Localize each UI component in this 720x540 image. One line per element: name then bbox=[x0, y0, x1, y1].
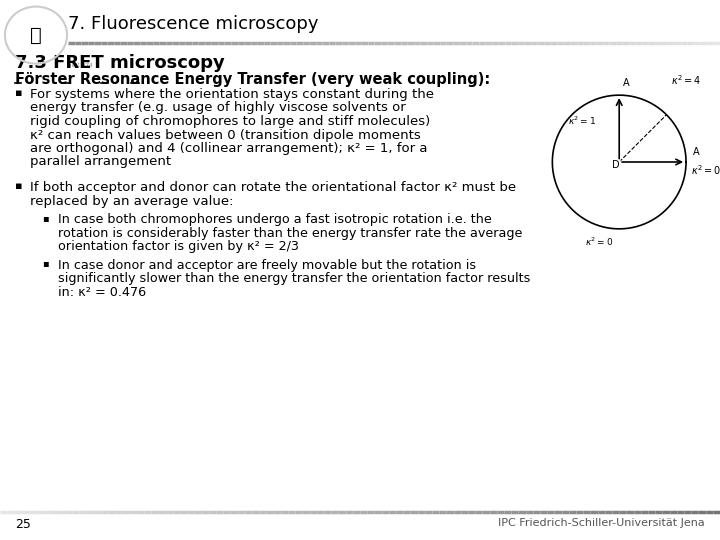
Text: ▪: ▪ bbox=[42, 259, 49, 268]
Text: In case donor and acceptor are freely movable but the rotation is: In case donor and acceptor are freely mo… bbox=[58, 259, 476, 272]
Text: orientation factor is given by κ² = 2/3: orientation factor is given by κ² = 2/3 bbox=[58, 240, 299, 253]
Text: In case both chromophores undergo a fast isotropic rotation i.e. the: In case both chromophores undergo a fast… bbox=[58, 213, 492, 226]
Text: If both acceptor and donor can rotate the orientational factor κ² must be: If both acceptor and donor can rotate th… bbox=[30, 181, 516, 194]
Text: $\kappa^2 = 4$: $\kappa^2 = 4$ bbox=[671, 73, 701, 87]
Text: significantly slower than the energy transfer the orientation factor results: significantly slower than the energy tra… bbox=[58, 272, 531, 285]
Text: A: A bbox=[623, 78, 629, 89]
Text: D: D bbox=[612, 160, 620, 170]
Text: Förster Resonance Energy Transfer (very weak coupling):: Förster Resonance Energy Transfer (very … bbox=[15, 72, 490, 87]
Text: $\kappa^2 = 0$: $\kappa^2 = 0$ bbox=[691, 164, 720, 177]
Text: 25: 25 bbox=[15, 518, 31, 531]
Text: ▪: ▪ bbox=[42, 213, 49, 223]
Text: IPC Friedrich-Schiller-Universität Jena: IPC Friedrich-Schiller-Universität Jena bbox=[498, 518, 705, 528]
Text: $\kappa^2 = 1$: $\kappa^2 = 1$ bbox=[569, 115, 596, 127]
Text: rotation is considerably faster than the energy transfer rate the average: rotation is considerably faster than the… bbox=[58, 226, 523, 240]
Text: replaced by an average value:: replaced by an average value: bbox=[30, 194, 233, 207]
Text: 7.3 FRET microscopy: 7.3 FRET microscopy bbox=[15, 54, 225, 72]
Text: 🏛: 🏛 bbox=[30, 25, 42, 45]
Text: in: κ² = 0.476: in: κ² = 0.476 bbox=[58, 286, 146, 299]
Text: rigid coupling of chromophores to large and stiff molecules): rigid coupling of chromophores to large … bbox=[30, 115, 431, 128]
Text: A: A bbox=[693, 147, 699, 157]
Text: 7. Fluorescence microscopy: 7. Fluorescence microscopy bbox=[68, 15, 318, 33]
Text: For systems where the orientation stays constant during the: For systems where the orientation stays … bbox=[30, 88, 434, 101]
Text: are orthogonal) and 4 (collinear arrangement); κ² = 1, for a: are orthogonal) and 4 (collinear arrange… bbox=[30, 142, 428, 155]
Text: alt 1.374: alt 1.374 bbox=[68, 63, 93, 68]
Text: κ² can reach values between 0 (transition dipole moments: κ² can reach values between 0 (transitio… bbox=[30, 129, 420, 141]
Text: ▪: ▪ bbox=[15, 181, 22, 191]
Text: energy transfer (e.g. usage of highly viscose solvents or: energy transfer (e.g. usage of highly vi… bbox=[30, 102, 406, 114]
Text: parallel arrangement: parallel arrangement bbox=[30, 156, 171, 168]
Text: $\kappa^2 = 0$: $\kappa^2 = 0$ bbox=[585, 235, 613, 247]
Text: ▪: ▪ bbox=[15, 88, 22, 98]
